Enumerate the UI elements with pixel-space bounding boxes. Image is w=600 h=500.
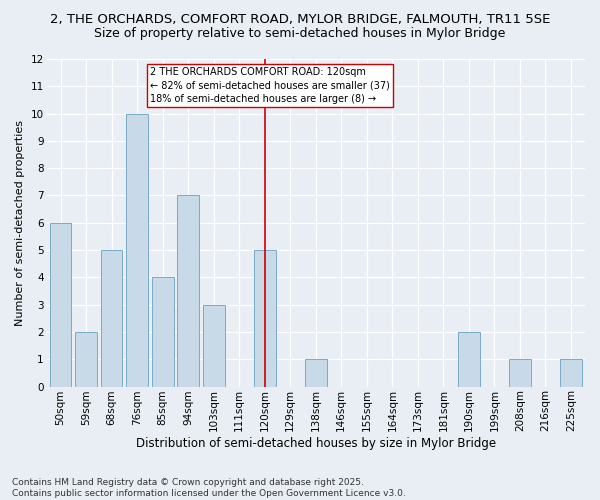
Bar: [254, 250, 275, 386]
Text: 2, THE ORCHARDS, COMFORT ROAD, MYLOR BRIDGE, FALMOUTH, TR11 5SE: 2, THE ORCHARDS, COMFORT ROAD, MYLOR BRI…: [50, 12, 550, 26]
Y-axis label: Number of semi-detached properties: Number of semi-detached properties: [15, 120, 25, 326]
Text: Size of property relative to semi-detached houses in Mylor Bridge: Size of property relative to semi-detach…: [94, 28, 506, 40]
Bar: [203, 304, 224, 386]
Bar: [50, 223, 71, 386]
Bar: [305, 359, 326, 386]
Bar: [509, 359, 531, 386]
Text: Contains HM Land Registry data © Crown copyright and database right 2025.
Contai: Contains HM Land Registry data © Crown c…: [12, 478, 406, 498]
Text: 2 THE ORCHARDS COMFORT ROAD: 120sqm
← 82% of semi-detached houses are smaller (3: 2 THE ORCHARDS COMFORT ROAD: 120sqm ← 82…: [150, 67, 390, 104]
Bar: [101, 250, 122, 386]
Bar: [152, 278, 173, 386]
Bar: [178, 196, 199, 386]
Bar: [127, 114, 148, 386]
Bar: [560, 359, 582, 386]
Bar: [458, 332, 480, 386]
Bar: [75, 332, 97, 386]
X-axis label: Distribution of semi-detached houses by size in Mylor Bridge: Distribution of semi-detached houses by …: [136, 437, 496, 450]
